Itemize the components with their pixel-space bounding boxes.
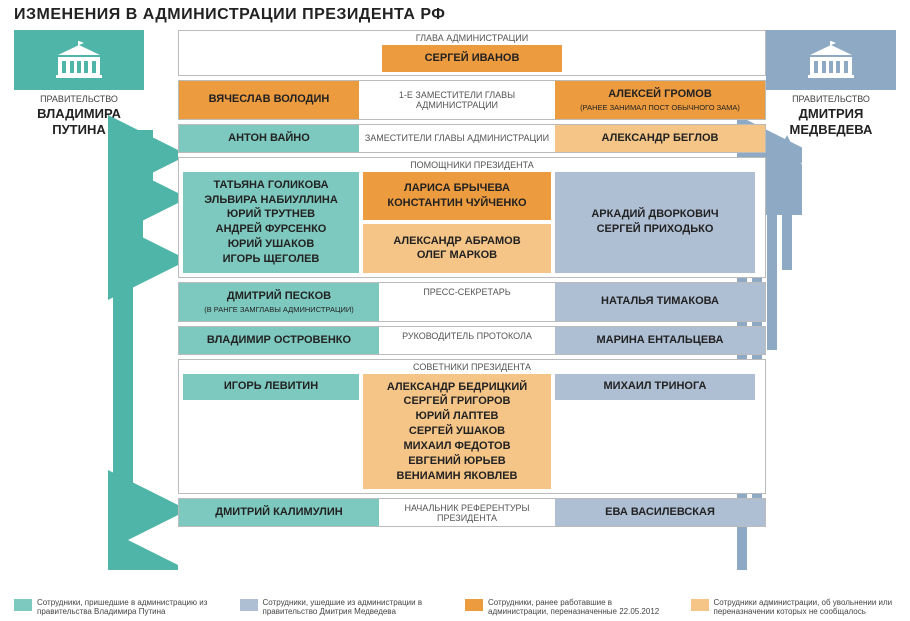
person-cell: СЕРГЕЙ ИВАНОВ (382, 45, 562, 72)
row-label: ГЛАВА АДМИНИСТРАЦИИ (179, 31, 765, 45)
swatch-icon (240, 599, 258, 611)
row-label: РУКОВОДИТЕЛЬ ПРОТОКОЛА (379, 327, 555, 354)
row-label: НАЧАЛЬНИК РЕФЕРЕНТУРЫ ПРЕЗИДЕНТА (379, 499, 555, 526)
person-cell: АНТОН ВАЙНО (179, 125, 359, 152)
row-first-deputies: ВЯЧЕСЛАВ ВОЛОДИН 1-Е ЗАМЕСТИТЕЛИ ГЛАВЫ А… (178, 80, 766, 120)
person-cell: АРКАДИЙ ДВОРКОВИЧСЕРГЕЙ ПРИХОДЬКО (555, 172, 755, 273)
row-label: ПОМОЩНИКИ ПРЕЗИДЕНТА (179, 158, 765, 172)
person-cell: ДМИТРИЙ ПЕСКОВ (В РАНГЕ ЗАМГЛАВЫ АДМИНИС… (179, 283, 379, 321)
gov-building-icon (14, 30, 144, 90)
row-referentura: ДМИТРИЙ КАЛИМУЛИН НАЧАЛЬНИК РЕФЕРЕНТУРЫ … (178, 498, 766, 527)
person-cell: ЛАРИСА БРЫЧЕВАКОНСТАНТИН ЧУЙЧЕНКО (363, 172, 551, 221)
row-advisors: СОВЕТНИКИ ПРЕЗИДЕНТА ИГОРЬ ЛЕВИТИН АЛЕКС… (178, 359, 766, 495)
arrows-left-icon (108, 90, 178, 570)
person-cell: ДМИТРИЙ КАЛИМУЛИН (179, 499, 379, 526)
legend: Сотрудники, пришедшие в администрацию из… (14, 598, 896, 617)
person-cell: ИГОРЬ ЛЕВИТИН (183, 374, 359, 400)
person-cell: МАРИНА ЕНТАЛЬЦЕВА (555, 327, 765, 354)
row-deputies: АНТОН ВАЙНО ЗАМЕСТИТЕЛИ ГЛАВЫ АДМИНИСТРА… (178, 124, 766, 153)
person-cell: МИХАИЛ ТРИНОГА (555, 374, 755, 400)
row-label: ПРЕСС-СЕКРЕТАРЬ (379, 283, 555, 321)
gov-building-icon (766, 30, 896, 90)
person-cell: АЛЕКСАНДР БЕГЛОВ (555, 125, 765, 152)
person-cell: ВЯЧЕСЛАВ ВОЛОДИН (179, 81, 359, 119)
legend-item: Сотрудники администрации, об увольнении … (691, 598, 897, 617)
person-cell: НАТАЛЬЯ ТИМАКОВА (555, 283, 765, 321)
org-chart: ГЛАВА АДМИНИСТРАЦИИ СЕРГЕЙ ИВАНОВ ВЯЧЕСЛ… (178, 30, 766, 531)
row-label: СОВЕТНИКИ ПРЕЗИДЕНТА (179, 360, 765, 374)
person-cell: ЕВА ВАСИЛЕВСКАЯ (555, 499, 765, 526)
row-head-admin: ГЛАВА АДМИНИСТРАЦИИ СЕРГЕЙ ИВАНОВ (178, 30, 766, 76)
row-protocol: ВЛАДИМИР ОСТРОВЕНКО РУКОВОДИТЕЛЬ ПРОТОКО… (178, 326, 766, 355)
person-cell: ВЛАДИМИР ОСТРОВЕНКО (179, 327, 379, 354)
swatch-icon (14, 599, 32, 611)
legend-item: Сотрудники, пришедшие в администрацию из… (14, 598, 220, 617)
person-cell: АЛЕКСАНДР АБРАМОВОЛЕГ МАРКОВ (363, 224, 551, 273)
page-title: ИЗМЕНЕНИЯ В АДМИНИСТРАЦИИ ПРЕЗИДЕНТА РФ (14, 6, 445, 24)
row-assistants: ПОМОЩНИКИ ПРЕЗИДЕНТА ТАТЬЯНА ГОЛИКОВАЭЛЬ… (178, 157, 766, 278)
person-cell: ТАТЬЯНА ГОЛИКОВАЭЛЬВИРА НАБИУЛЛИНАЮРИЙ Т… (183, 172, 359, 273)
legend-item: Сотрудники, ушедшие из администрации в п… (240, 598, 446, 617)
row-press: ДМИТРИЙ ПЕСКОВ (В РАНГЕ ЗАМГЛАВЫ АДМИНИС… (178, 282, 766, 322)
swatch-icon (465, 599, 483, 611)
person-cell: АЛЕКСЕЙ ГРОМОВ (РАНЕЕ ЗАНИМАЛ ПОСТ ОБЫЧН… (555, 81, 765, 119)
legend-item: Сотрудники, ранее работавшие в администр… (465, 598, 671, 617)
swatch-icon (691, 599, 709, 611)
row-label: 1-Е ЗАМЕСТИТЕЛИ ГЛАВЫ АДМИНИСТРАЦИИ (359, 81, 555, 119)
person-cell: АЛЕКСАНДР БЕДРИЦКИЙСЕРГЕЙ ГРИГОРОВЮРИЙ Л… (363, 374, 551, 490)
row-label: ЗАМЕСТИТЕЛИ ГЛАВЫ АДМИНИСТРАЦИИ (359, 125, 555, 152)
